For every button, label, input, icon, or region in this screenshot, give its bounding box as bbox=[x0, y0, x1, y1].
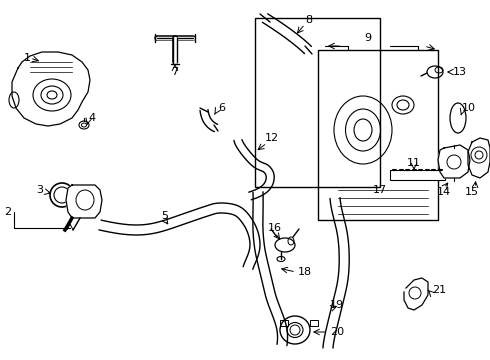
Text: 9: 9 bbox=[365, 33, 371, 43]
Bar bbox=[318, 50, 438, 220]
Text: 12: 12 bbox=[265, 133, 279, 143]
Text: 6: 6 bbox=[218, 103, 225, 113]
Bar bbox=[280, 320, 288, 326]
Text: 16: 16 bbox=[268, 223, 282, 233]
Polygon shape bbox=[468, 138, 490, 178]
Text: 7: 7 bbox=[172, 67, 178, 77]
Polygon shape bbox=[66, 185, 102, 218]
Text: 21: 21 bbox=[432, 285, 446, 295]
Text: 3: 3 bbox=[36, 185, 43, 195]
Text: 13: 13 bbox=[453, 67, 467, 77]
Polygon shape bbox=[404, 278, 428, 310]
Text: 17: 17 bbox=[373, 185, 387, 195]
Text: 18: 18 bbox=[298, 267, 312, 277]
Bar bbox=[390, 170, 445, 180]
Polygon shape bbox=[12, 52, 90, 126]
Bar bbox=[255, 18, 380, 187]
Polygon shape bbox=[438, 145, 470, 178]
Text: 8: 8 bbox=[305, 15, 312, 25]
Text: 2: 2 bbox=[4, 207, 11, 217]
Text: 1: 1 bbox=[24, 53, 31, 63]
Text: 15: 15 bbox=[465, 187, 479, 197]
Text: 20: 20 bbox=[330, 327, 344, 337]
Text: 10: 10 bbox=[462, 103, 476, 113]
Text: 14: 14 bbox=[437, 187, 451, 197]
Text: 4: 4 bbox=[88, 113, 95, 123]
Bar bbox=[310, 320, 318, 326]
Text: 5: 5 bbox=[162, 211, 169, 221]
Text: 11: 11 bbox=[407, 158, 421, 168]
Text: 19: 19 bbox=[330, 300, 344, 310]
